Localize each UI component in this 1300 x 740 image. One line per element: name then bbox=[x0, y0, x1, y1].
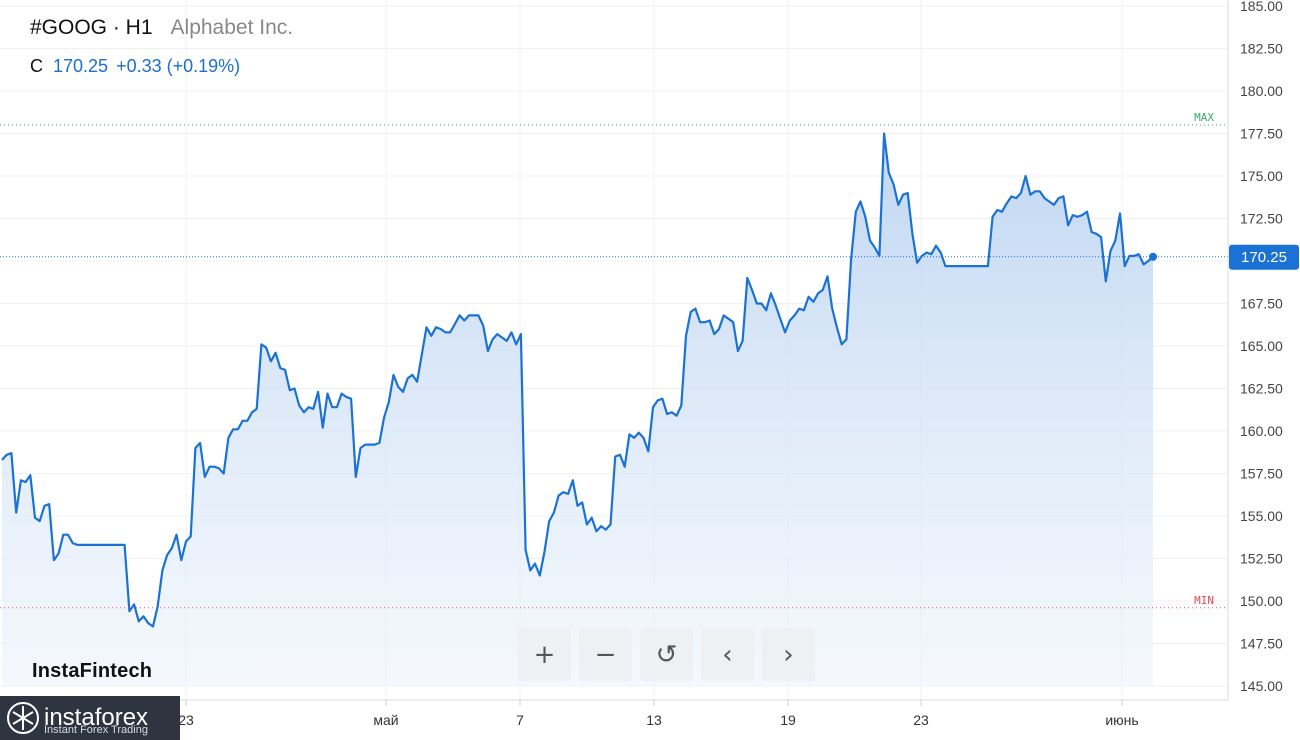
y-tick-label: 185.00 bbox=[1240, 0, 1283, 14]
x-tick-label: 19 bbox=[780, 712, 796, 728]
reset-button[interactable]: ↺ bbox=[640, 628, 693, 681]
scroll-right-button[interactable]: › bbox=[762, 628, 815, 681]
x-axis: 23 май 7 13 19 23 июнь bbox=[178, 700, 1139, 728]
chevron-left-icon: ‹ bbox=[722, 639, 733, 670]
instafintech-brand: InstaFintech bbox=[32, 660, 153, 682]
y-tick-label: 175.00 bbox=[1240, 168, 1283, 184]
x-tick-label: 7 bbox=[516, 712, 524, 728]
y-tick-label: 167.50 bbox=[1240, 296, 1283, 312]
price-line bbox=[1, 132, 1154, 628]
price-area bbox=[2, 133, 1153, 686]
close-value: 170.25 bbox=[53, 56, 109, 76]
y-tick-label: 180.00 bbox=[1240, 83, 1283, 99]
quote-line: C 170.25 +0.33 (+0.19%) bbox=[30, 56, 240, 77]
min-label: MIN bbox=[1194, 594, 1214, 607]
y-tick-label: 145.00 bbox=[1240, 678, 1283, 694]
y-tick-label: 162.50 bbox=[1240, 381, 1283, 397]
zoom-in-button[interactable]: + bbox=[518, 628, 571, 681]
price-change: +0.33 (+0.19%) bbox=[116, 56, 241, 76]
x-tick-label: 23 bbox=[178, 712, 194, 728]
y-tick-label: 157.50 bbox=[1240, 466, 1283, 482]
x-tick-label: май bbox=[373, 712, 398, 728]
chart-toolbar: + − ↺ ‹ › bbox=[518, 628, 815, 681]
plus-icon: + bbox=[533, 639, 556, 670]
last-price-marker bbox=[1149, 252, 1157, 261]
x-tick-label: июнь bbox=[1105, 712, 1138, 728]
y-tick-label: 160.00 bbox=[1240, 423, 1283, 439]
last-price-tag-text: 170.25 bbox=[1241, 249, 1287, 266]
last-price-tag bbox=[1229, 244, 1299, 270]
x-tick-label: 13 bbox=[646, 712, 662, 728]
y-tick-label: 177.50 bbox=[1240, 126, 1283, 142]
instrument-header: #GOOG · H1 Alphabet Inc. bbox=[30, 16, 293, 40]
instaforex-logo[interactable]: instaforex Instant Forex Trading bbox=[0, 696, 180, 740]
chevron-right-icon: › bbox=[783, 639, 794, 670]
y-tick-label: 155.00 bbox=[1240, 508, 1283, 524]
y-tick-label: 165.00 bbox=[1240, 338, 1283, 354]
logo-subtitle: Instant Forex Trading bbox=[44, 724, 148, 736]
scroll-left-button[interactable]: ‹ bbox=[701, 628, 754, 681]
logo-name: instaforex bbox=[44, 704, 149, 731]
y-tick-label: 150.00 bbox=[1240, 593, 1283, 609]
x-tick-label: 23 bbox=[913, 712, 929, 728]
close-label: C bbox=[30, 56, 43, 76]
instaforex-logo-icon bbox=[7, 702, 39, 734]
y-tick-label: 182.50 bbox=[1240, 41, 1283, 57]
reset-icon: ↺ bbox=[655, 639, 678, 670]
symbol-title: #GOOG · H1 bbox=[30, 16, 153, 39]
y-tick-label: 152.50 bbox=[1240, 551, 1283, 567]
minus-icon: − bbox=[594, 639, 617, 670]
max-label: MAX bbox=[1194, 111, 1214, 124]
zoom-out-button[interactable]: − bbox=[579, 628, 632, 681]
company-name: Alphabet Inc. bbox=[170, 16, 294, 39]
y-tick-label: 147.50 bbox=[1240, 636, 1283, 652]
y-tick-label: 172.50 bbox=[1240, 211, 1283, 227]
y-axis: 185.00182.50180.00177.50175.00172.50170.… bbox=[1240, 0, 1283, 694]
